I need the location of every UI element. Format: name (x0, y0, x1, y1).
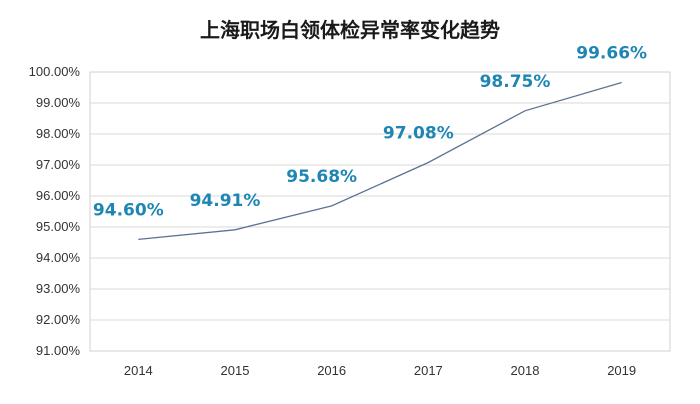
data-label: 99.66% (576, 44, 647, 64)
x-axis-ticks: 2014 2015 2016 2017 2018 2019 (124, 363, 636, 378)
data-labels: 94.60% 94.91% 95.68% 97.08% 98.75% 99.66% (93, 44, 647, 221)
y-tick-label: 95.00% (36, 219, 81, 234)
x-tick-label: 2017 (414, 363, 443, 378)
chart-title: 上海职场白领体检异常率变化趋势 (200, 18, 500, 42)
y-tick-label: 97.00% (36, 157, 81, 172)
data-label: 98.75% (480, 72, 551, 92)
series-line-group (138, 81, 622, 241)
y-tick-label: 92.00% (36, 312, 81, 327)
data-label: 97.08% (383, 124, 454, 144)
y-axis-ticks: 91.00% 92.00% 93.00% 94.00% 95.00% 96.00% 97.0… (29, 64, 81, 358)
y-tick-label: 94.00% (36, 250, 81, 265)
y-tick-label: 100.00% (29, 64, 81, 79)
x-tick-label: 2014 (124, 363, 153, 378)
y-tick-label: 98.00% (36, 126, 81, 141)
data-label: 94.60% (93, 200, 164, 220)
y-tick-label: 91.00% (36, 343, 81, 358)
data-label: 94.91% (190, 191, 261, 211)
y-tick-label: 93.00% (36, 281, 81, 296)
grid-lines (90, 102, 670, 321)
data-label: 95.68% (286, 167, 357, 187)
x-tick-label: 2015 (221, 363, 250, 378)
x-tick-label: 2016 (317, 363, 346, 378)
y-tick-label: 99.00% (36, 95, 81, 110)
y-tick-label: 96.00% (36, 188, 81, 203)
x-tick-label: 2019 (607, 363, 636, 378)
plot-frame (89, 71, 671, 352)
x-tick-label: 2018 (511, 363, 540, 378)
series-line (138, 81, 622, 241)
